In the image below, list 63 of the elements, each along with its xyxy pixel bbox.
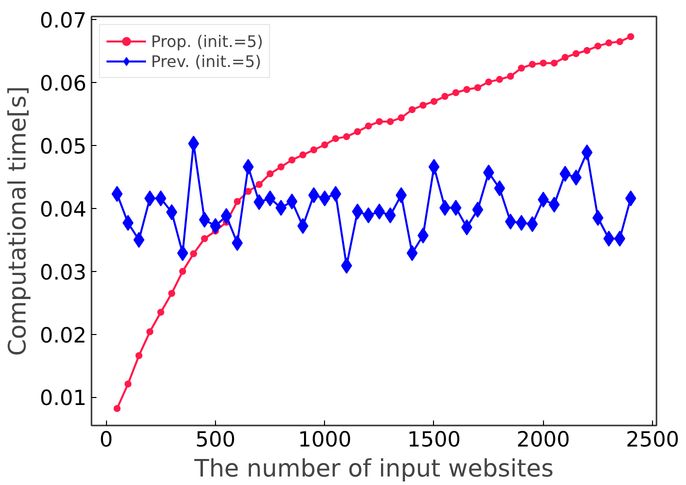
point: [430, 98, 438, 105]
y-tick-label: 0.01: [40, 386, 87, 410]
point: [124, 380, 132, 388]
point: [376, 118, 383, 126]
point: [386, 118, 394, 126]
point: [354, 128, 361, 136]
point: [540, 60, 547, 67]
point: [562, 54, 569, 61]
point: [278, 163, 284, 170]
x-tick-label: 0: [99, 428, 113, 452]
point: [485, 78, 492, 86]
point: [616, 38, 624, 46]
point: [627, 33, 634, 40]
point: [364, 122, 372, 130]
legend-label: Prop. (init.=5): [151, 32, 264, 50]
point: [157, 308, 164, 316]
point: [168, 290, 176, 297]
legend-label: Prev. (init.=5): [151, 52, 262, 70]
x-axis-title: The number of input websites: [193, 454, 554, 482]
point: [550, 60, 558, 67]
point: [299, 151, 306, 158]
point: [114, 405, 121, 412]
x-tick-label: 2000: [516, 428, 570, 452]
point: [234, 198, 241, 205]
point: [594, 42, 602, 50]
point: [572, 50, 580, 58]
point: [321, 141, 328, 148]
y-tick-label: 0.03: [40, 260, 87, 284]
point: [146, 328, 154, 336]
x-tick-label: 2500: [626, 428, 680, 452]
point: [244, 188, 252, 195]
y-tick-label: 0.02: [40, 323, 87, 348]
point: [474, 84, 482, 92]
x-tick-label: 1500: [407, 428, 461, 452]
point: [332, 135, 340, 142]
point: [288, 156, 296, 164]
point: [441, 92, 448, 100]
point: [310, 146, 318, 154]
point: [452, 89, 460, 96]
point: [135, 352, 142, 360]
y-tick-label: 0.04: [40, 197, 87, 222]
point: [398, 114, 405, 122]
point: [256, 181, 263, 188]
point: [408, 106, 416, 114]
y-tick-label: 0.05: [40, 134, 87, 158]
point: [496, 76, 504, 83]
point: [179, 268, 186, 275]
point: [343, 133, 350, 140]
point: [605, 39, 612, 46]
point: [528, 60, 536, 68]
y-tick-label: 0.07: [40, 8, 87, 33]
point: [463, 86, 470, 93]
point: [518, 64, 525, 72]
y-tick-label: 0.06: [40, 72, 87, 96]
x-tick-label: 500: [195, 428, 236, 452]
point: [420, 102, 427, 109]
y-axis-title: Computational time[s]: [4, 86, 32, 356]
point: [506, 72, 514, 80]
point: [266, 170, 274, 178]
point: [190, 250, 198, 258]
point: [583, 46, 590, 54]
point: [201, 235, 208, 242]
x-tick-label: 1000: [298, 428, 352, 452]
